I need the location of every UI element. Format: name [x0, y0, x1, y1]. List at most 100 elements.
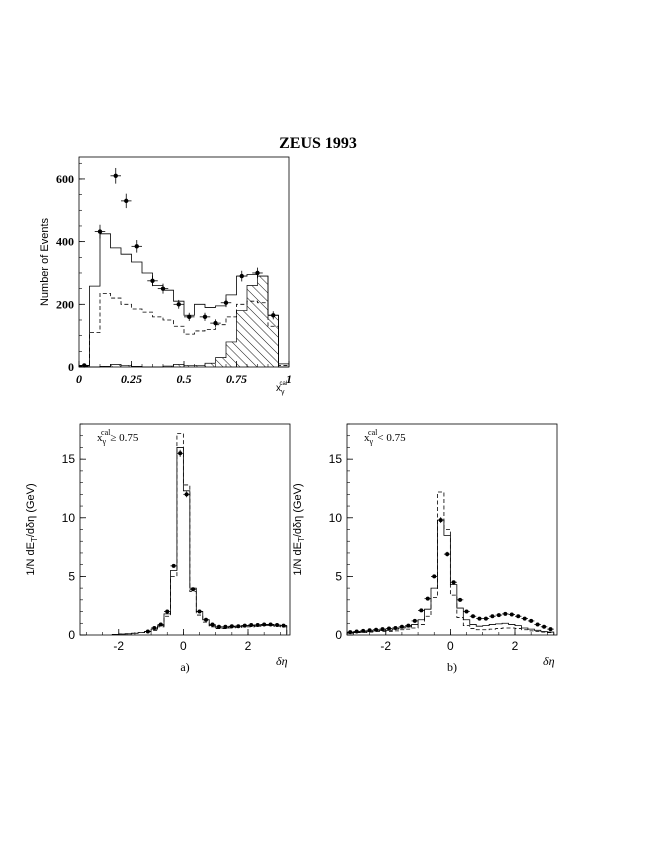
point-marker [432, 574, 437, 579]
x-tick-label: 1 [286, 372, 292, 386]
data-point [199, 312, 211, 321]
point-marker [516, 614, 521, 619]
point-marker [361, 628, 366, 633]
y-tick-label: 15 [62, 452, 76, 466]
point-marker [387, 626, 391, 631]
annotation-main: x [364, 432, 370, 444]
panel-annotation: xγcal< 0.75 [364, 428, 406, 446]
point-marker [249, 623, 254, 628]
x-axis-label-main: x [276, 383, 281, 394]
x-tick-label: 0 [447, 639, 454, 653]
point-marker [145, 629, 150, 634]
data-point [495, 613, 503, 618]
y-tick-label: 0 [68, 360, 74, 374]
point-marker [171, 563, 176, 568]
point-marker [134, 244, 139, 249]
y-tick-label: 10 [329, 511, 343, 525]
data-point [527, 618, 535, 623]
data-point [437, 517, 444, 524]
data-point [469, 614, 477, 619]
point-marker [213, 320, 218, 326]
point-marker [197, 609, 202, 614]
point-marker [374, 627, 379, 632]
data-point [431, 574, 438, 579]
y-tick-label: 0 [68, 628, 75, 642]
data-point [94, 224, 106, 239]
x-tick-label: 0.75 [226, 372, 247, 386]
data-point [482, 616, 490, 621]
point-marker [477, 616, 482, 621]
point-marker [124, 198, 129, 204]
point-marker [412, 618, 417, 623]
data-point [385, 626, 393, 631]
data-point [144, 629, 152, 634]
data-point [359, 628, 367, 633]
y-axis-label-rest: /dδη (GeV) [25, 483, 37, 537]
data-point [210, 319, 221, 327]
point-marker [150, 278, 155, 284]
data-point [267, 622, 274, 627]
point-marker [165, 609, 170, 614]
data-point [248, 623, 255, 628]
annotation-rest: < 0.75 [377, 432, 406, 444]
data-point [157, 622, 164, 627]
data-point [164, 609, 171, 614]
dashed-histogram [111, 432, 288, 635]
point-marker [509, 612, 514, 617]
point-marker [542, 624, 547, 629]
y-axis-label-main: 1/N dE [25, 542, 37, 576]
data-point [209, 622, 216, 627]
chart-a: 0 5 10 15 -2 0 2 1/N dET/dδη (GeV) δη a) xγcal≥ 0.… [25, 423, 291, 674]
data-point [476, 616, 483, 621]
data-point [366, 628, 373, 633]
data-point [176, 449, 184, 457]
y-tick-label: 10 [62, 511, 76, 525]
data-point [521, 616, 528, 621]
solid-histogram [346, 519, 555, 635]
data-point [260, 622, 268, 627]
x-tick-label: 0.25 [121, 372, 142, 386]
chart-b: 0 5 10 15 -2 0 2 1/N dET/dδη (GeV) δη b) xγcal< 0.… [292, 423, 558, 674]
data-point [236, 270, 247, 282]
point-marker [548, 627, 553, 632]
data-point [189, 587, 197, 592]
panel-label: b) [447, 660, 457, 674]
data-point [252, 267, 263, 279]
point-marker [187, 314, 192, 320]
data-point [398, 624, 406, 629]
x-tick-label: 2 [245, 639, 252, 653]
point-marker [97, 229, 103, 234]
data-point [196, 609, 203, 614]
x-tick-label: 0.5 [177, 372, 192, 386]
x-axis-label-sup: cal [280, 381, 288, 387]
data-point [157, 283, 169, 294]
point-marker [255, 270, 260, 276]
point-marker [262, 622, 267, 627]
y-tick-label: 400 [56, 235, 74, 249]
data-point [515, 614, 522, 619]
data-point [235, 624, 242, 629]
data-point [411, 618, 419, 623]
x-tick-label: 0 [76, 372, 82, 386]
data-point [173, 299, 184, 309]
y-axis-label-sub: T [30, 537, 39, 542]
data-point [254, 623, 261, 628]
panel-annotation: xγcal≥ 0.75 [97, 428, 139, 446]
data-point [379, 627, 386, 632]
y-axis-label-sub: T [297, 537, 306, 542]
data-point [220, 298, 232, 308]
data-point [392, 625, 399, 630]
point-marker [490, 614, 495, 619]
hatched-histogram [79, 275, 289, 368]
y-tick-label: 200 [56, 297, 74, 311]
data-point [268, 311, 279, 320]
point-marker [255, 623, 260, 628]
point-marker [202, 314, 208, 320]
data-point [170, 563, 177, 568]
point-marker [483, 616, 488, 621]
y-tick-label: 0 [335, 628, 342, 642]
y-tick-label: 15 [329, 452, 343, 466]
point-marker [399, 624, 404, 629]
point-marker [529, 618, 534, 623]
point-marker [236, 624, 241, 629]
